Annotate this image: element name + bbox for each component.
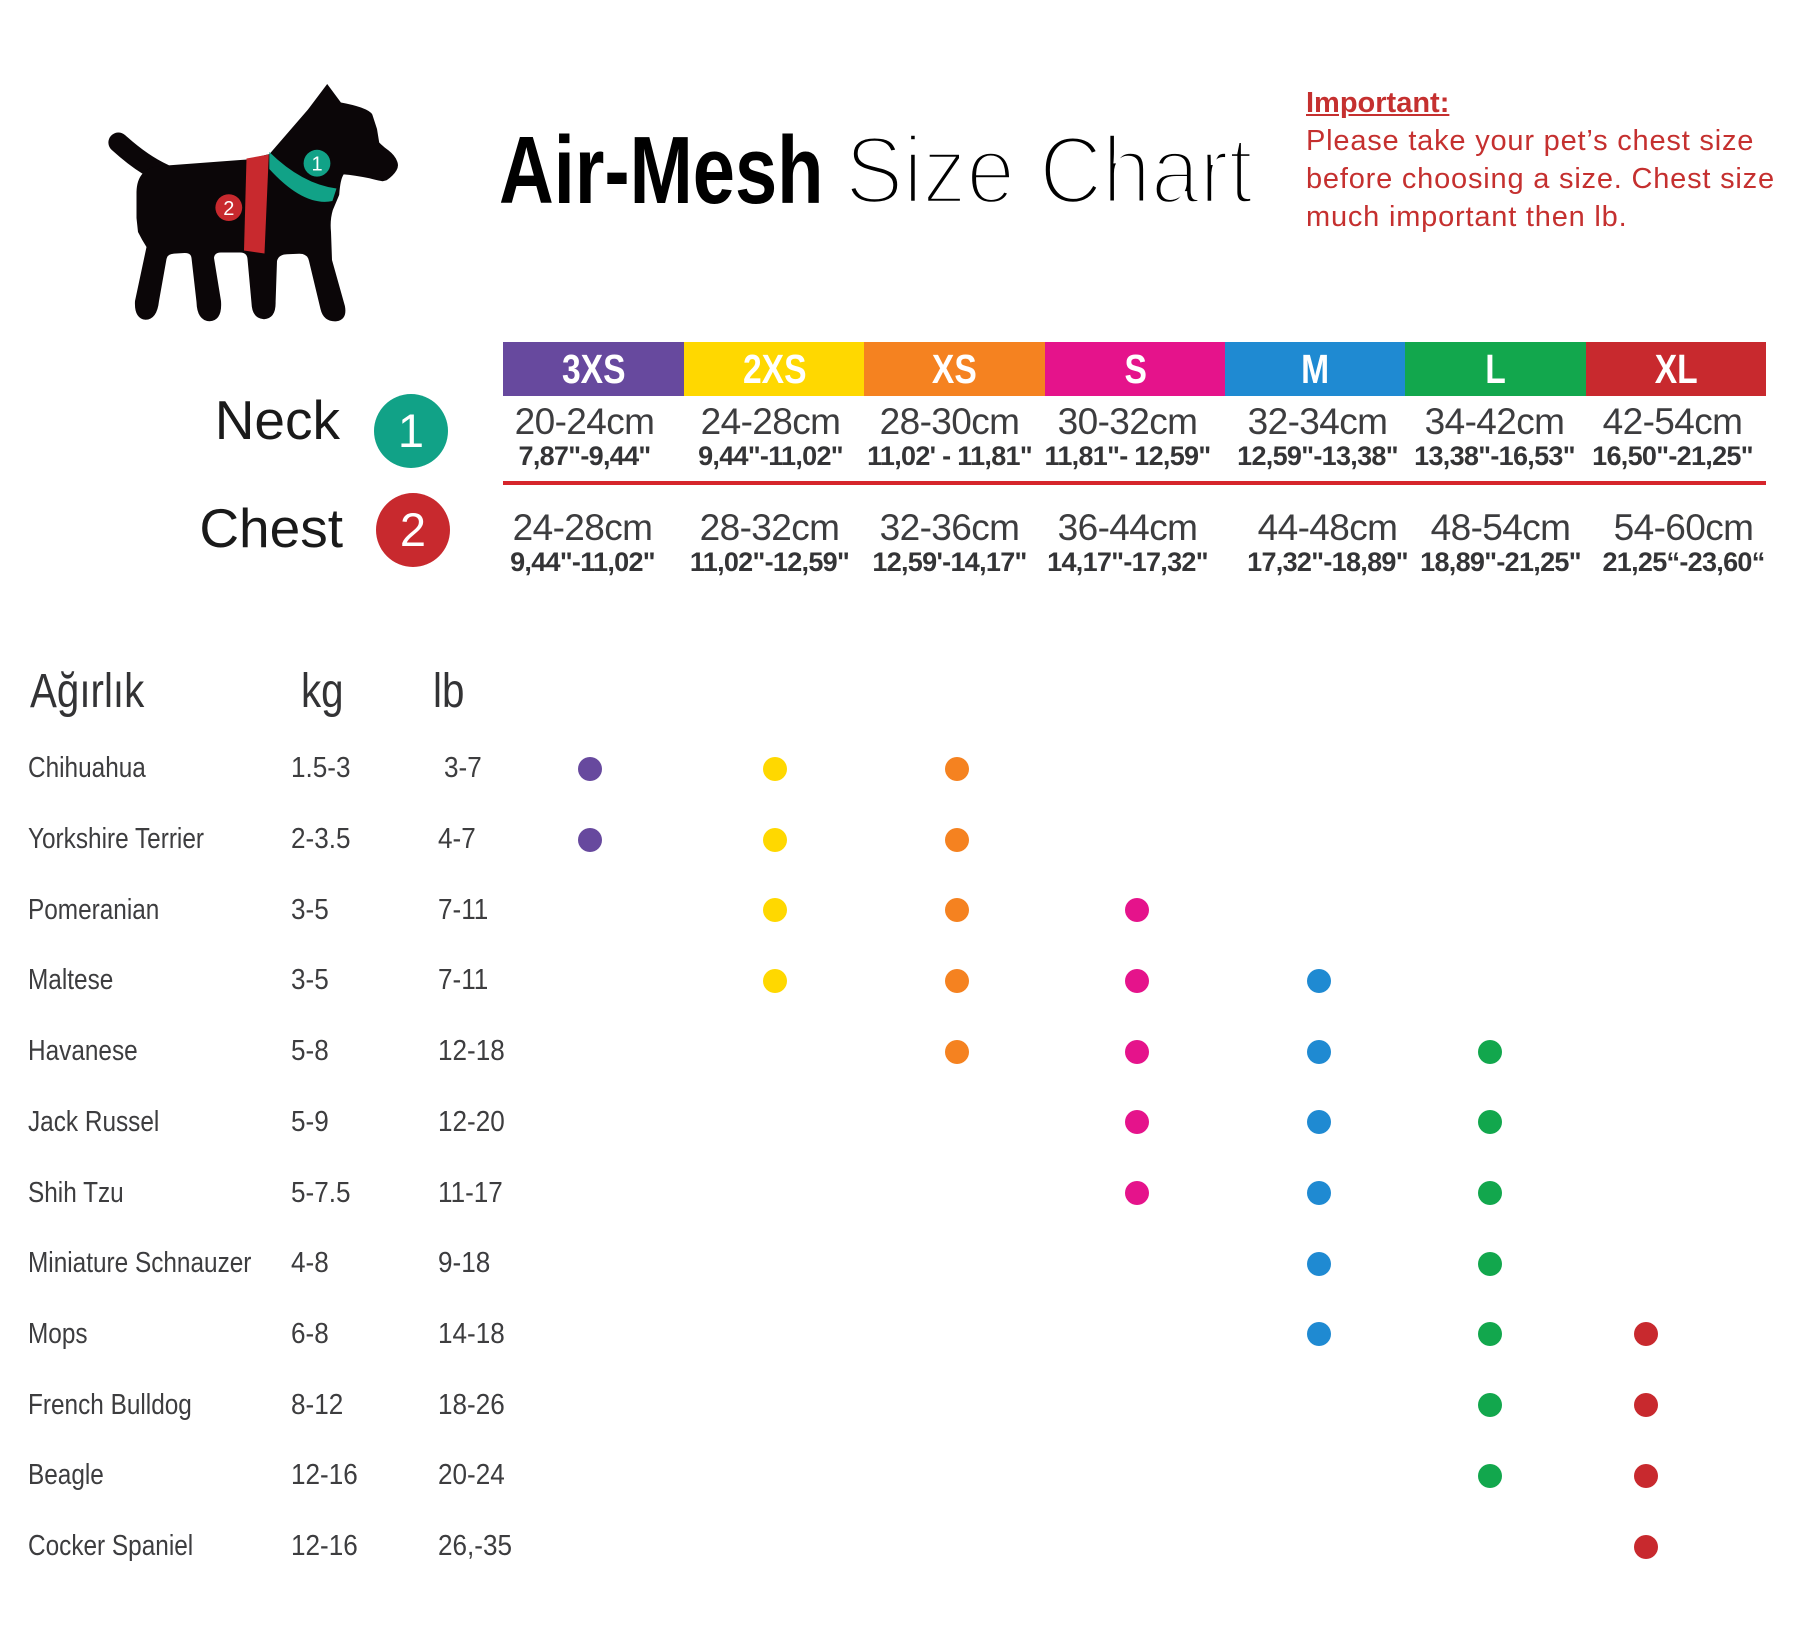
svg-text:2: 2 — [223, 198, 234, 220]
svg-text:1: 1 — [311, 154, 322, 176]
